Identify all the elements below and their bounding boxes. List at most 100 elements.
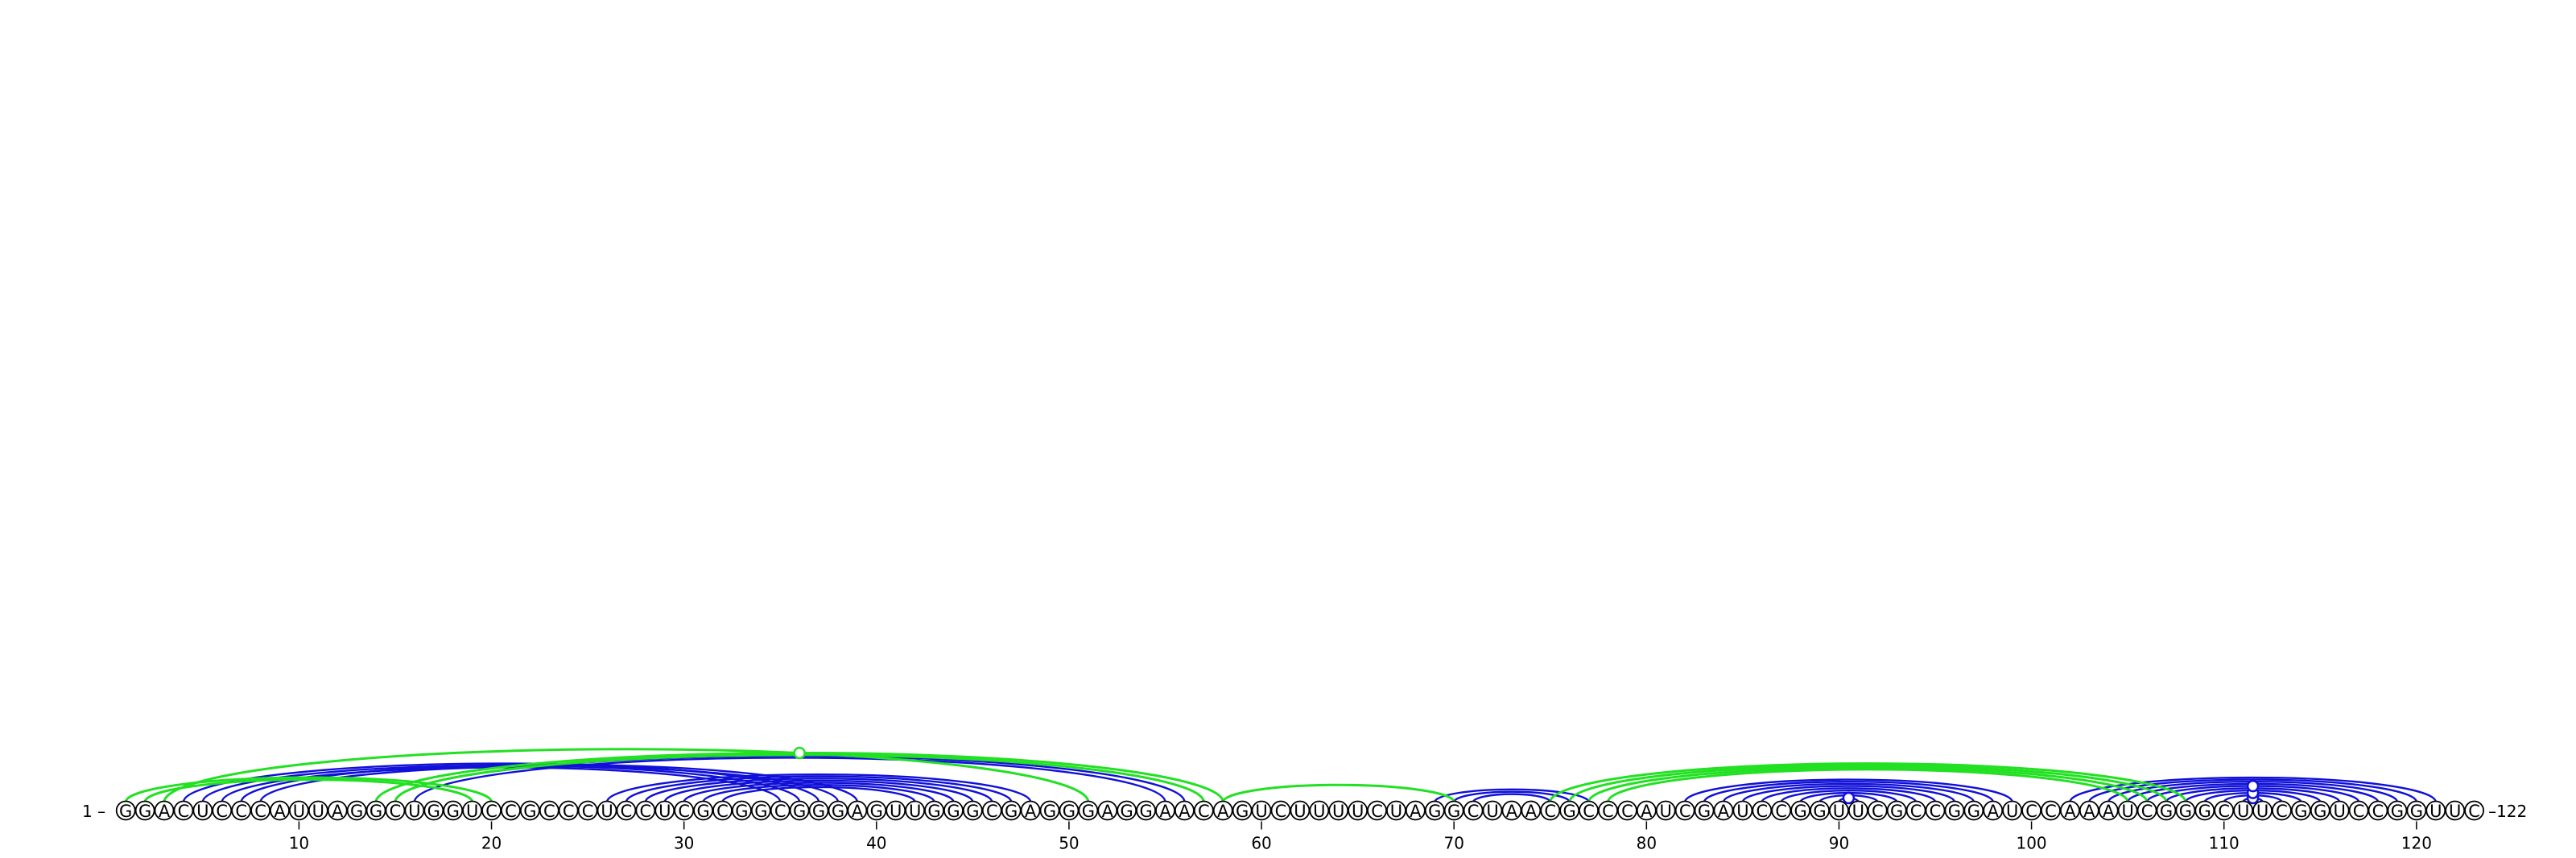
nucleotide-letter: G: [1698, 802, 1711, 821]
nucleotide-letter: G: [1563, 802, 1576, 821]
nucleotide-15: C: [385, 800, 406, 821]
nucleotide-77: C: [1579, 800, 1599, 821]
nucleotide-6: C: [212, 800, 233, 821]
nucleotide-letter: G: [947, 802, 960, 821]
nucleotide-letter: C: [678, 802, 690, 821]
nucleotide-letter: C: [563, 802, 575, 821]
nucleotide-23: C: [539, 800, 559, 821]
nucleotide-circle: [732, 800, 752, 821]
nucleotide-66: C: [1367, 800, 1387, 821]
nucleotide-letter: U: [1352, 802, 1364, 821]
nucleotide-letter: C: [1930, 802, 1942, 821]
nucleotide-circle: [828, 800, 848, 821]
nucleotide-42: U: [905, 800, 926, 821]
nucleotide-letter: C: [621, 802, 633, 821]
nucleotide-letter: A: [274, 802, 286, 821]
nucleotide-circle: [712, 800, 733, 821]
nucleotide-letter: G: [1948, 802, 1961, 821]
nucleotide-letter: G: [1063, 802, 1075, 821]
nucleotide-letter: G: [350, 802, 363, 821]
nucleotide-circle: [2156, 800, 2177, 821]
nucleotide-60: U: [1251, 800, 1272, 821]
nucleotide-26: U: [597, 800, 617, 821]
nucleotide-107: G: [2156, 800, 2177, 821]
nucleotide-letter: U: [2449, 802, 2461, 821]
nucleotide-letter: A: [1217, 802, 1229, 821]
nucleotide-letter: C: [2276, 802, 2288, 821]
nucleotide-circle: [1867, 800, 1888, 821]
nucleotide-circle: [346, 800, 367, 821]
nucleotide-36: G: [789, 800, 810, 821]
tick-label-120: 120: [2401, 834, 2432, 853]
nucleotide-letter: U: [658, 802, 671, 821]
nucleotide-letter: U: [601, 802, 613, 821]
nucleotide-circle: [789, 800, 810, 821]
nucleotide-letter: C: [640, 802, 652, 821]
nucleotide-letter: U: [2429, 802, 2442, 821]
nucleotide-circle: [1617, 800, 1637, 821]
nucleotide-letter: G: [369, 802, 382, 821]
nucleotide-circle: [1655, 800, 1676, 821]
nucleotide-circle: [1963, 800, 1984, 821]
nucleotide-letter: U: [1852, 802, 1864, 821]
nucleotide-circle: [2425, 800, 2446, 821]
nucleotide-circle: [558, 800, 579, 821]
tick-label-110: 110: [2209, 834, 2240, 853]
nucleotide-97: G: [1963, 800, 1984, 821]
nucleotide-27: C: [616, 800, 637, 821]
nucleotide-letter: G: [812, 802, 825, 821]
nucleotide-letter: C: [2468, 802, 2480, 821]
nucleotide-73: A: [1501, 800, 1522, 821]
nucleotide-38: G: [828, 800, 848, 821]
nucleotide-circle: [231, 800, 252, 821]
nucleotide-circle: [462, 800, 483, 821]
nucleotide-letter: U: [1833, 802, 1845, 821]
nucleotide-circle: [2368, 800, 2388, 821]
nucleotide-93: G: [1886, 800, 1907, 821]
nucleotide-101: C: [2041, 800, 2061, 821]
nucleotide-letter: A: [1988, 802, 2000, 821]
nucleotide-circle: [1886, 800, 1907, 821]
nucleotide-50: G: [1059, 800, 1080, 821]
nucleotide-letter: G: [1890, 802, 1903, 821]
nucleotide-circle: [1348, 800, 1368, 821]
nucleotide-circle: [750, 800, 771, 821]
nucleotide-circle: [1097, 800, 1118, 821]
nucleotide-109: G: [2194, 800, 2215, 821]
nucleotide-117: C: [2348, 800, 2369, 821]
base-pair-arcs: [124, 748, 2437, 802]
nucleotide-98: A: [1983, 800, 2004, 821]
nucleotide-circle: [308, 800, 328, 821]
nucleotide-circle: [1752, 800, 1773, 821]
nucleotide-circle: [1290, 800, 1311, 821]
nucleotide-circle: [2310, 800, 2330, 821]
nucleotide-circle: [1790, 800, 1811, 821]
arc-blue-29-45: [663, 779, 974, 802]
nucleotide-13: G: [346, 800, 367, 821]
nucleotide-letter: U: [1660, 802, 1672, 821]
nucleotide-circle: [1251, 800, 1272, 821]
nucleotide-11: U: [308, 800, 328, 821]
tick-label-50: 50: [1059, 834, 1079, 853]
nucleotide-74: A: [1521, 800, 1542, 821]
nucleotide-72: U: [1482, 800, 1503, 821]
arc-blue-102-121: [2069, 776, 2437, 802]
nucleotide-57: C: [1193, 800, 1214, 821]
nucleotide-103: A: [2079, 800, 2099, 821]
nucleotide-letter: A: [2064, 802, 2076, 821]
tick-label-90: 90: [1829, 834, 1849, 853]
nucleotide-circle: [270, 800, 290, 821]
nucleotide-43: G: [924, 800, 944, 821]
nucleotide-letter: C: [2141, 802, 2153, 821]
nucleotide-circle: [2117, 800, 2138, 821]
nucleotide-circle: [886, 800, 906, 821]
nucleotide-14: G: [365, 800, 386, 821]
nucleotide-circle: [1367, 800, 1387, 821]
nucleotide-12: A: [327, 800, 348, 821]
nucleotide-circle: [1059, 800, 1080, 821]
nucleotide-letter: A: [1718, 802, 1730, 821]
knot-marker-5: [2246, 779, 2260, 793]
nucleotide-circle: [2021, 800, 2041, 821]
